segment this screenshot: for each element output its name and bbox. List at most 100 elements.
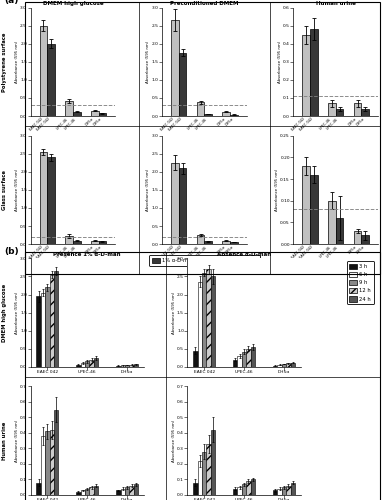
Bar [134,484,138,495]
Bar [206,269,211,367]
Bar [99,242,106,244]
Bar [222,240,230,244]
Bar [116,490,121,495]
Title: DMEM high glucose: DMEM high glucose [43,0,103,5]
Bar [328,200,336,244]
Bar [54,410,58,495]
Bar [310,174,318,244]
Bar [125,487,129,495]
Bar [273,366,277,367]
Bar [65,236,73,244]
Bar [361,236,369,244]
Title: Human urine: Human urine [316,0,356,5]
Bar [277,364,282,367]
Bar [89,360,94,367]
Title: Absence α-D-man: Absence α-D-man [217,252,271,256]
Bar [233,489,238,495]
Bar [211,430,215,495]
Bar [41,292,45,367]
Bar [246,349,251,367]
Bar [230,242,238,244]
Y-axis label: Absorbance (595 nm): Absorbance (595 nm) [275,168,279,211]
Bar [41,436,45,495]
Bar [99,113,106,116]
Bar [336,218,343,244]
Bar [94,486,98,495]
Bar [76,492,81,495]
Bar [50,430,54,495]
Legend: 3 h, 6 h, 9 h, 12 h, 24 h: 3 h, 6 h, 9 h, 12 h, 24 h [347,261,374,304]
Bar [273,490,277,495]
Bar [85,362,89,367]
Bar [251,480,255,495]
Bar [193,350,197,367]
Bar [336,109,343,116]
Bar [65,101,73,116]
Title: Presence 1% α-D-man: Presence 1% α-D-man [53,252,121,256]
Bar [277,489,282,495]
Bar [171,162,179,244]
Bar [81,364,85,367]
Bar [197,282,202,367]
Bar [125,365,129,367]
Bar [85,489,89,495]
Bar [171,20,179,116]
Bar [81,490,85,495]
Bar [202,452,206,495]
Bar [129,364,134,367]
Bar [222,112,230,116]
Legend: 1% α-D-man, Absence α-D-man: 1% α-D-man, Absence α-D-man [149,255,260,266]
Bar [116,366,121,367]
Bar [40,152,47,244]
Bar [197,461,202,495]
Bar [197,102,204,116]
Bar [179,168,186,244]
Bar [197,235,204,244]
Bar [291,362,295,367]
Bar [121,489,125,495]
Bar [50,274,54,367]
Bar [36,296,41,367]
Bar [54,271,58,367]
Bar [282,487,286,495]
Text: (a): (a) [4,0,18,5]
Bar [94,358,98,367]
Y-axis label: Absorbance (595 nm): Absorbance (595 nm) [15,168,19,211]
Bar [242,352,246,367]
Y-axis label: Absorbance (595 nm): Absorbance (595 nm) [278,40,282,83]
Bar [206,444,211,495]
Bar [134,364,138,367]
Bar [251,347,255,367]
Text: Polystyrene surface: Polystyrene surface [2,32,7,92]
Bar [286,364,291,367]
Bar [282,364,286,367]
Bar [246,481,251,495]
Bar [303,166,310,244]
Y-axis label: Absorbance (595 nm): Absorbance (595 nm) [15,420,19,462]
Text: Human urine: Human urine [2,422,7,460]
Bar [291,482,295,495]
Y-axis label: Absorbance (595 nm): Absorbance (595 nm) [15,40,19,83]
Bar [121,366,125,367]
Text: DMEM high glucose: DMEM high glucose [2,284,7,342]
Bar [233,360,238,367]
Bar [193,482,197,495]
Y-axis label: Absorbance (595 nm): Absorbance (595 nm) [15,292,19,334]
Bar [45,288,50,367]
Bar [73,240,81,244]
Bar [40,26,47,116]
Bar [204,242,212,244]
Y-axis label: Absorbance (595 nm): Absorbance (595 nm) [172,292,175,334]
Bar [230,114,238,116]
Title: Preconditioned DMEM: Preconditioned DMEM [170,0,239,5]
Bar [354,231,361,244]
Y-axis label: Absorbance (595 nm): Absorbance (595 nm) [172,420,175,462]
Bar [179,52,186,116]
Bar [204,114,212,116]
Bar [238,487,242,495]
Bar [89,487,94,495]
Bar [76,364,81,367]
Bar [328,104,336,116]
Bar [73,112,81,116]
Y-axis label: Absorbance (595 nm): Absorbance (595 nm) [146,168,150,211]
